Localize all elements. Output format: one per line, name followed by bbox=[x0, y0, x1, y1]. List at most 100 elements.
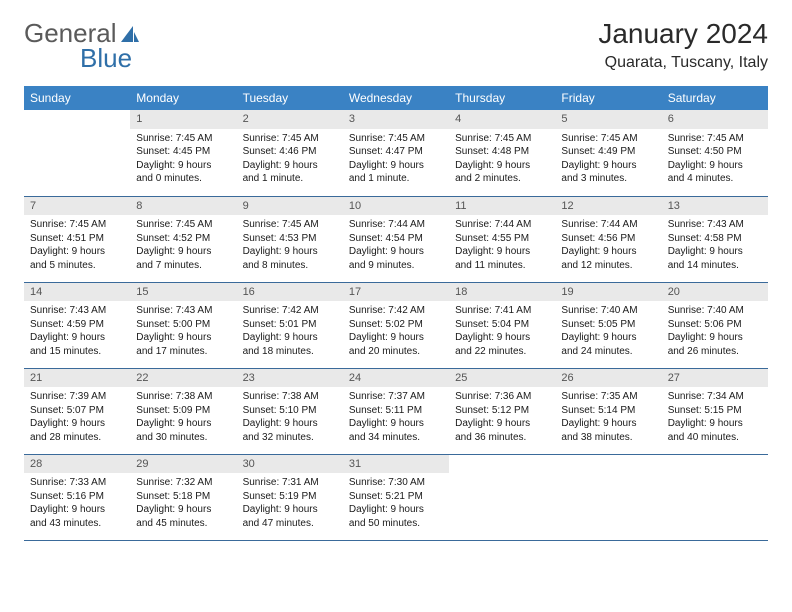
calendar-week-row: 28Sunrise: 7:33 AMSunset: 5:16 PMDayligh… bbox=[24, 454, 768, 540]
daylight-line: Daylight: 9 hours and 3 minutes. bbox=[561, 159, 655, 186]
day-number: 29 bbox=[130, 455, 236, 474]
sunset-line: Sunset: 5:09 PM bbox=[136, 404, 230, 418]
sunrise-line: Sunrise: 7:42 AM bbox=[349, 304, 443, 318]
day-number bbox=[24, 110, 130, 114]
sunrise-line: Sunrise: 7:45 AM bbox=[668, 132, 762, 146]
weekday-header: Saturday bbox=[662, 86, 768, 110]
daylight-line: Daylight: 9 hours and 28 minutes. bbox=[30, 417, 124, 444]
sunset-line: Sunset: 5:05 PM bbox=[561, 318, 655, 332]
sunset-line: Sunset: 5:00 PM bbox=[136, 318, 230, 332]
calendar-week-row: 7Sunrise: 7:45 AMSunset: 4:51 PMDaylight… bbox=[24, 196, 768, 282]
day-number: 27 bbox=[662, 369, 768, 388]
day-number bbox=[662, 455, 768, 459]
sunrise-line: Sunrise: 7:45 AM bbox=[243, 218, 337, 232]
day-number: 20 bbox=[662, 283, 768, 302]
day-number: 28 bbox=[24, 455, 130, 474]
sunset-line: Sunset: 4:50 PM bbox=[668, 145, 762, 159]
sunrise-line: Sunrise: 7:32 AM bbox=[136, 476, 230, 490]
daylight-line: Daylight: 9 hours and 26 minutes. bbox=[668, 331, 762, 358]
daylight-line: Daylight: 9 hours and 18 minutes. bbox=[243, 331, 337, 358]
sunset-line: Sunset: 5:07 PM bbox=[30, 404, 124, 418]
sunrise-line: Sunrise: 7:35 AM bbox=[561, 390, 655, 404]
sunrise-line: Sunrise: 7:39 AM bbox=[30, 390, 124, 404]
daylight-line: Daylight: 9 hours and 47 minutes. bbox=[243, 503, 337, 530]
daylight-line: Daylight: 9 hours and 1 minute. bbox=[243, 159, 337, 186]
day-body: Sunrise: 7:45 AMSunset: 4:53 PMDaylight:… bbox=[237, 215, 343, 278]
day-number: 31 bbox=[343, 455, 449, 474]
day-body: Sunrise: 7:37 AMSunset: 5:11 PMDaylight:… bbox=[343, 387, 449, 450]
sunset-line: Sunset: 4:52 PM bbox=[136, 232, 230, 246]
calendar-day-cell: 8Sunrise: 7:45 AMSunset: 4:52 PMDaylight… bbox=[130, 196, 236, 282]
sunset-line: Sunset: 5:12 PM bbox=[455, 404, 549, 418]
daylight-line: Daylight: 9 hours and 20 minutes. bbox=[349, 331, 443, 358]
weekday-header: Tuesday bbox=[237, 86, 343, 110]
sunset-line: Sunset: 4:51 PM bbox=[30, 232, 124, 246]
calendar-week-row: 14Sunrise: 7:43 AMSunset: 4:59 PMDayligh… bbox=[24, 282, 768, 368]
day-body: Sunrise: 7:44 AMSunset: 4:55 PMDaylight:… bbox=[449, 215, 555, 278]
calendar-day-cell: 31Sunrise: 7:30 AMSunset: 5:21 PMDayligh… bbox=[343, 454, 449, 540]
sunrise-line: Sunrise: 7:45 AM bbox=[30, 218, 124, 232]
sunset-line: Sunset: 5:02 PM bbox=[349, 318, 443, 332]
daylight-line: Daylight: 9 hours and 8 minutes. bbox=[243, 245, 337, 272]
calendar-day-cell: 15Sunrise: 7:43 AMSunset: 5:00 PMDayligh… bbox=[130, 282, 236, 368]
day-body: Sunrise: 7:38 AMSunset: 5:09 PMDaylight:… bbox=[130, 387, 236, 450]
day-number: 21 bbox=[24, 369, 130, 388]
calendar-day-cell: 3Sunrise: 7:45 AMSunset: 4:47 PMDaylight… bbox=[343, 110, 449, 196]
calendar-day-cell: 23Sunrise: 7:38 AMSunset: 5:10 PMDayligh… bbox=[237, 368, 343, 454]
calendar-day-cell: 13Sunrise: 7:43 AMSunset: 4:58 PMDayligh… bbox=[662, 196, 768, 282]
month-title: January 2024 bbox=[598, 18, 768, 50]
sunset-line: Sunset: 4:53 PM bbox=[243, 232, 337, 246]
sunrise-line: Sunrise: 7:45 AM bbox=[349, 132, 443, 146]
day-body: Sunrise: 7:43 AMSunset: 4:59 PMDaylight:… bbox=[24, 301, 130, 364]
calendar-day-cell: 6Sunrise: 7:45 AMSunset: 4:50 PMDaylight… bbox=[662, 110, 768, 196]
calendar-day-cell: 5Sunrise: 7:45 AMSunset: 4:49 PMDaylight… bbox=[555, 110, 661, 196]
day-body: Sunrise: 7:45 AMSunset: 4:46 PMDaylight:… bbox=[237, 129, 343, 192]
sunrise-line: Sunrise: 7:43 AM bbox=[136, 304, 230, 318]
daylight-line: Daylight: 9 hours and 14 minutes. bbox=[668, 245, 762, 272]
day-body: Sunrise: 7:39 AMSunset: 5:07 PMDaylight:… bbox=[24, 387, 130, 450]
sunset-line: Sunset: 5:11 PM bbox=[349, 404, 443, 418]
daylight-line: Daylight: 9 hours and 34 minutes. bbox=[349, 417, 443, 444]
day-body: Sunrise: 7:42 AMSunset: 5:02 PMDaylight:… bbox=[343, 301, 449, 364]
daylight-line: Daylight: 9 hours and 17 minutes. bbox=[136, 331, 230, 358]
daylight-line: Daylight: 9 hours and 32 minutes. bbox=[243, 417, 337, 444]
calendar-day-cell bbox=[449, 454, 555, 540]
calendar-day-cell: 2Sunrise: 7:45 AMSunset: 4:46 PMDaylight… bbox=[237, 110, 343, 196]
day-body: Sunrise: 7:30 AMSunset: 5:21 PMDaylight:… bbox=[343, 473, 449, 536]
day-body: Sunrise: 7:45 AMSunset: 4:45 PMDaylight:… bbox=[130, 129, 236, 192]
sunset-line: Sunset: 5:16 PM bbox=[30, 490, 124, 504]
daylight-line: Daylight: 9 hours and 1 minute. bbox=[349, 159, 443, 186]
calendar-day-cell bbox=[24, 110, 130, 196]
calendar-day-cell: 28Sunrise: 7:33 AMSunset: 5:16 PMDayligh… bbox=[24, 454, 130, 540]
sunset-line: Sunset: 5:10 PM bbox=[243, 404, 337, 418]
sunrise-line: Sunrise: 7:43 AM bbox=[668, 218, 762, 232]
calendar-day-cell: 25Sunrise: 7:36 AMSunset: 5:12 PMDayligh… bbox=[449, 368, 555, 454]
sunset-line: Sunset: 5:01 PM bbox=[243, 318, 337, 332]
sunset-line: Sunset: 4:55 PM bbox=[455, 232, 549, 246]
daylight-line: Daylight: 9 hours and 7 minutes. bbox=[136, 245, 230, 272]
day-body: Sunrise: 7:40 AMSunset: 5:05 PMDaylight:… bbox=[555, 301, 661, 364]
sunrise-line: Sunrise: 7:41 AM bbox=[455, 304, 549, 318]
sunset-line: Sunset: 5:14 PM bbox=[561, 404, 655, 418]
sunrise-line: Sunrise: 7:38 AM bbox=[136, 390, 230, 404]
day-number bbox=[555, 455, 661, 459]
daylight-line: Daylight: 9 hours and 12 minutes. bbox=[561, 245, 655, 272]
calendar-day-cell: 22Sunrise: 7:38 AMSunset: 5:09 PMDayligh… bbox=[130, 368, 236, 454]
day-number: 26 bbox=[555, 369, 661, 388]
title-block: January 2024 Quarata, Tuscany, Italy bbox=[598, 18, 768, 72]
calendar-day-cell: 7Sunrise: 7:45 AMSunset: 4:51 PMDaylight… bbox=[24, 196, 130, 282]
calendar-week-row: 21Sunrise: 7:39 AMSunset: 5:07 PMDayligh… bbox=[24, 368, 768, 454]
calendar-day-cell bbox=[555, 454, 661, 540]
sunset-line: Sunset: 4:48 PM bbox=[455, 145, 549, 159]
calendar-day-cell: 27Sunrise: 7:34 AMSunset: 5:15 PMDayligh… bbox=[662, 368, 768, 454]
sunset-line: Sunset: 4:46 PM bbox=[243, 145, 337, 159]
day-number: 6 bbox=[662, 110, 768, 129]
sunrise-line: Sunrise: 7:42 AM bbox=[243, 304, 337, 318]
sunrise-line: Sunrise: 7:44 AM bbox=[349, 218, 443, 232]
sunset-line: Sunset: 4:54 PM bbox=[349, 232, 443, 246]
sunrise-line: Sunrise: 7:40 AM bbox=[668, 304, 762, 318]
sunrise-line: Sunrise: 7:40 AM bbox=[561, 304, 655, 318]
calendar-week-row: 1Sunrise: 7:45 AMSunset: 4:45 PMDaylight… bbox=[24, 110, 768, 196]
day-body: Sunrise: 7:44 AMSunset: 4:56 PMDaylight:… bbox=[555, 215, 661, 278]
day-number: 19 bbox=[555, 283, 661, 302]
